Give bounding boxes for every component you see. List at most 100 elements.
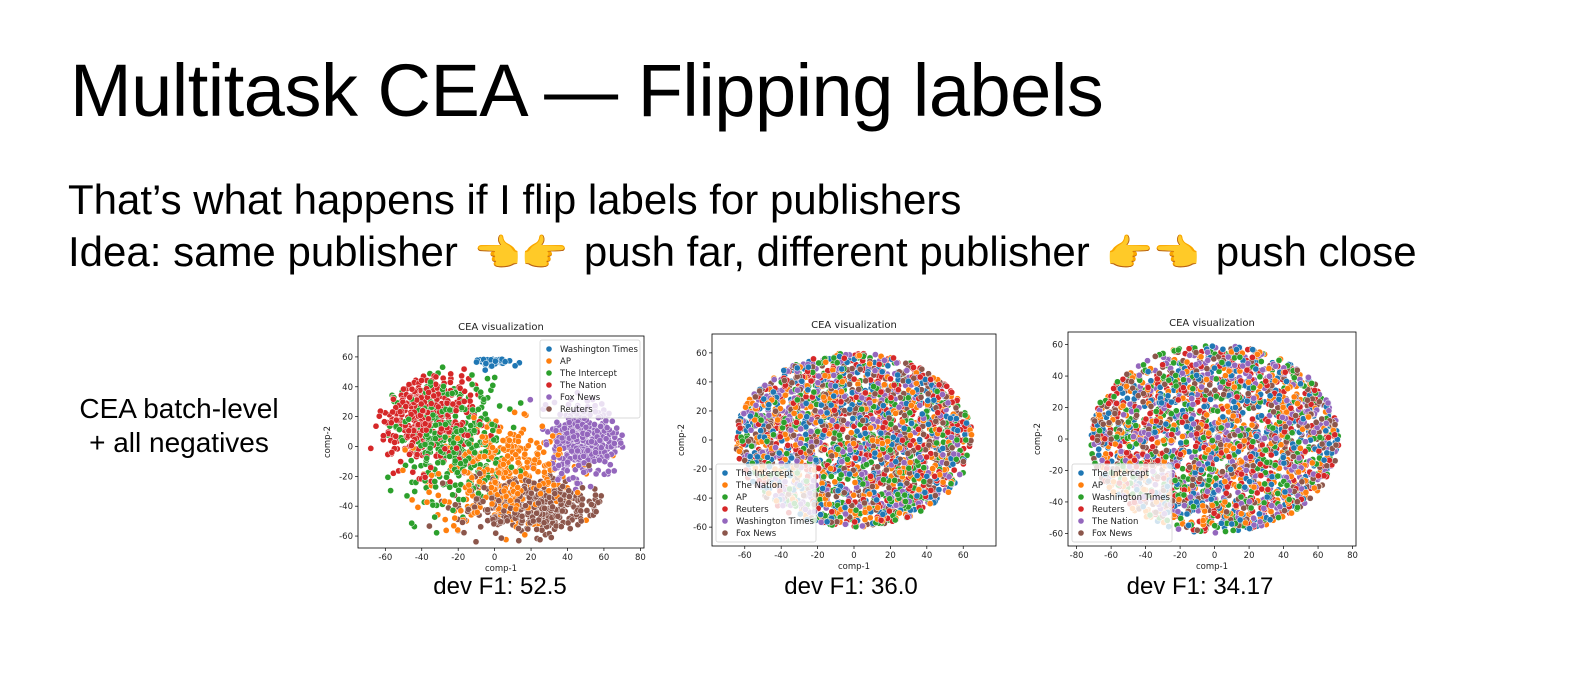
scatter-point <box>391 439 398 446</box>
x-tick-label: 60 <box>958 551 969 561</box>
scatter-point <box>754 453 761 461</box>
scatter-point <box>427 400 435 407</box>
scatter-point <box>554 512 562 520</box>
scatter-point <box>788 454 795 462</box>
scatter-point <box>405 381 413 388</box>
scatter-point <box>763 437 771 445</box>
scatter-point <box>441 497 448 505</box>
scatter-point <box>522 502 529 510</box>
scatter-point <box>500 445 507 453</box>
scatter-point <box>953 436 961 444</box>
scatter-point <box>489 444 496 451</box>
scatter-point <box>846 405 854 413</box>
scatter-point <box>458 404 466 412</box>
scatter-point <box>944 428 952 436</box>
scatter-point <box>853 427 861 435</box>
scatter-point <box>458 378 466 386</box>
scatter-point <box>579 484 586 492</box>
scatter-point <box>797 439 804 447</box>
scatter-point <box>398 437 406 445</box>
scatter-point <box>504 452 512 460</box>
scatter-point <box>541 504 548 512</box>
hands-together-icon: 👉👈 <box>1105 233 1201 275</box>
scatter-point <box>580 468 588 476</box>
x-tick-label: -60 <box>378 553 392 563</box>
scatter-point <box>848 365 856 372</box>
scatter-point <box>488 421 496 428</box>
scatter-point <box>472 538 480 546</box>
scatter-point <box>433 529 440 537</box>
scatter-point <box>492 529 500 537</box>
legend-label: Washington Times <box>736 517 814 527</box>
scatter-point <box>568 447 575 455</box>
scatter-point <box>891 516 899 524</box>
scatter-point <box>805 363 812 371</box>
scatter-point <box>514 484 522 491</box>
scatter-point <box>419 407 427 415</box>
scatter-point <box>925 420 932 428</box>
scatter-point <box>423 498 431 506</box>
scatter-point <box>408 496 416 504</box>
scatter-point <box>823 518 831 526</box>
scatter-point <box>535 499 542 507</box>
scatter-point <box>525 477 533 485</box>
scatter-point <box>603 452 611 460</box>
scatter-point <box>592 449 599 456</box>
scatter-point <box>490 520 498 528</box>
scatter-point <box>915 425 922 433</box>
scatter-point <box>500 507 508 515</box>
scatter-point <box>579 495 586 503</box>
scatter-point <box>872 351 879 358</box>
scatter-point <box>553 438 561 446</box>
legend-label: AP <box>736 493 747 503</box>
scatter-point <box>511 362 519 370</box>
scatter-point <box>817 401 825 409</box>
scatter-point <box>443 399 451 407</box>
legend-marker <box>546 346 552 352</box>
scatter-point <box>563 467 571 475</box>
scatter-point <box>855 385 863 393</box>
scatter-point <box>874 463 881 471</box>
scatter-point <box>776 433 784 441</box>
scatter-point <box>515 537 523 545</box>
scatter-point <box>449 506 457 514</box>
scatter-point <box>837 471 845 479</box>
scatter-point <box>904 450 912 457</box>
legend-label: AP <box>560 357 571 367</box>
scatter-point <box>452 412 459 420</box>
scatter-point <box>545 460 553 468</box>
scatter-point <box>476 470 484 477</box>
scatter-point <box>794 396 801 404</box>
scatter-point <box>935 486 943 493</box>
scatter-point <box>830 392 838 400</box>
y-axis-label: comp-2 <box>677 424 687 456</box>
scatter-point <box>423 454 431 462</box>
scatter-point <box>468 381 476 388</box>
scatter-point <box>565 493 573 501</box>
scatter-point <box>554 476 562 484</box>
scatter-point <box>913 472 921 480</box>
scatter-point <box>827 473 835 480</box>
scatter-point <box>409 468 417 476</box>
scatter-point <box>595 456 603 464</box>
scatter-point <box>538 422 546 430</box>
scatter-point <box>961 411 969 419</box>
scatter-point <box>807 377 815 385</box>
scatter-point <box>421 441 429 448</box>
scatter-point <box>892 410 899 417</box>
scatter-point <box>507 430 514 438</box>
scatter-point <box>887 394 895 402</box>
scatter-point <box>924 390 932 398</box>
scatter-point <box>540 519 548 527</box>
scatter-point <box>495 497 503 505</box>
scatter-point <box>443 473 450 481</box>
scatter-point <box>761 382 769 389</box>
scatter-point <box>434 459 442 467</box>
scatter-point <box>779 398 787 406</box>
x-tick-label: -40 <box>415 553 429 563</box>
scatter-point <box>939 391 946 398</box>
scatter-point <box>738 437 746 445</box>
scatter-point <box>381 418 388 426</box>
scatter-point <box>794 386 801 394</box>
scatter-point <box>847 429 855 437</box>
